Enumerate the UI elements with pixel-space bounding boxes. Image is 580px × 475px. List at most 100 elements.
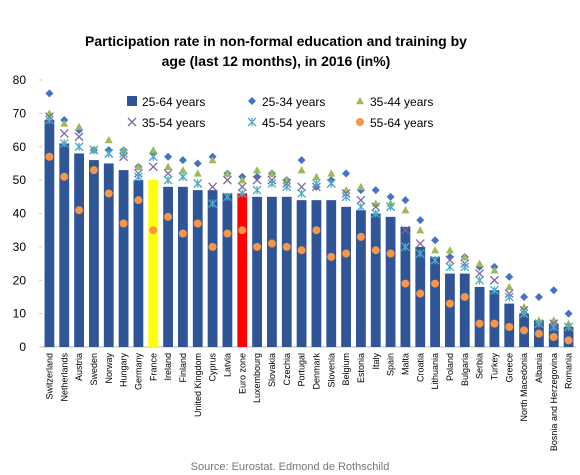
- marker: [356, 182, 365, 190]
- bar: [296, 200, 307, 347]
- marker: [89, 145, 99, 155]
- marker: [401, 279, 410, 288]
- marker: [297, 189, 307, 198]
- marker: [415, 239, 425, 248]
- y-tick-label: 70: [13, 106, 27, 120]
- x-tick-label: Switzerland: [44, 353, 54, 400]
- marker: [534, 292, 543, 301]
- x-tick-label: Slovenia: [326, 353, 336, 388]
- marker: [564, 322, 574, 332]
- marker: [178, 166, 187, 174]
- marker: [445, 246, 454, 254]
- bar: [474, 286, 485, 347]
- marker: [178, 229, 187, 238]
- marker: [164, 152, 173, 161]
- bar: [341, 206, 351, 347]
- marker: [282, 242, 291, 251]
- x-tick-label: Malta: [400, 353, 410, 375]
- legend-symbol: [356, 97, 364, 105]
- marker: [505, 282, 514, 291]
- marker: [326, 179, 336, 188]
- bar: [430, 256, 440, 347]
- marker: [460, 252, 469, 261]
- marker: [490, 266, 499, 274]
- legend-symbol: [356, 118, 364, 126]
- x-tick-label: Sweden: [89, 353, 99, 386]
- marker: [193, 159, 202, 168]
- marker: [44, 115, 54, 125]
- marker: [134, 196, 143, 205]
- marker: [163, 175, 173, 185]
- y-tick-label: 0: [19, 340, 26, 354]
- marker: [431, 279, 440, 288]
- marker: [504, 292, 514, 302]
- marker: [238, 226, 247, 235]
- bar: [459, 273, 470, 347]
- legend-symbol: [248, 97, 256, 105]
- x-tick-label: Germany: [133, 353, 143, 391]
- marker: [400, 242, 410, 252]
- marker: [223, 229, 232, 238]
- bar: [445, 273, 455, 347]
- marker: [371, 186, 380, 195]
- marker: [252, 185, 262, 195]
- x-tick-label: Bosnia and Herzegovina: [549, 353, 559, 451]
- y-tick-label: 10: [13, 307, 27, 321]
- marker: [416, 289, 425, 298]
- legend-label: 25-34 years: [262, 95, 325, 109]
- marker: [59, 128, 69, 138]
- x-tick-label: Hungary: [119, 353, 129, 388]
- marker: [341, 192, 351, 202]
- marker: [149, 226, 158, 235]
- marker: [119, 148, 129, 158]
- marker: [148, 152, 158, 162]
- x-tick-label: Norway: [104, 353, 114, 384]
- x-tick-label: Turkey: [489, 353, 499, 381]
- marker: [164, 212, 173, 221]
- marker: [148, 162, 158, 172]
- marker: [60, 172, 69, 181]
- x-tick-label: Serbia: [475, 353, 485, 379]
- bar: [281, 196, 292, 347]
- x-tick-label: Latvia: [222, 353, 232, 377]
- marker: [356, 195, 366, 205]
- x-tick-label: Czechia: [282, 353, 292, 386]
- marker: [74, 132, 84, 142]
- marker: [475, 269, 485, 279]
- marker: [297, 166, 306, 174]
- x-tick-label: Euro zone: [237, 353, 247, 394]
- marker: [208, 242, 217, 251]
- marker: [223, 169, 232, 177]
- marker: [74, 142, 84, 152]
- marker: [564, 336, 573, 345]
- source: Source: Eurostat, Edmond de Rothschild: [191, 461, 390, 470]
- bar: [178, 186, 188, 347]
- marker: [267, 239, 276, 248]
- x-tick-label: Austria: [74, 353, 84, 381]
- marker: [253, 166, 262, 174]
- marker: [104, 189, 113, 198]
- y-tick-label: 80: [13, 73, 27, 87]
- marker: [119, 219, 128, 228]
- marker: [564, 309, 573, 318]
- bar: [148, 180, 159, 347]
- bar: [311, 200, 322, 347]
- chart-title: age (last 12 months), in 2016 (in%): [162, 53, 391, 69]
- marker: [104, 136, 113, 144]
- marker: [549, 322, 559, 332]
- bar: [133, 180, 144, 347]
- marker: [297, 246, 306, 255]
- marker: [489, 275, 499, 285]
- marker: [415, 249, 425, 259]
- y-tick-label: 50: [13, 173, 27, 187]
- x-tick-label: Slovakia: [267, 353, 277, 387]
- x-tick-label: Lithuania: [430, 353, 440, 390]
- x-tick-label: Bulgaria: [460, 353, 470, 386]
- x-tick-label: Spain: [386, 353, 396, 376]
- bar: [356, 210, 366, 347]
- marker: [312, 172, 321, 180]
- x-tick-label: Greece: [504, 353, 514, 383]
- marker: [208, 156, 217, 164]
- marker: [222, 175, 232, 185]
